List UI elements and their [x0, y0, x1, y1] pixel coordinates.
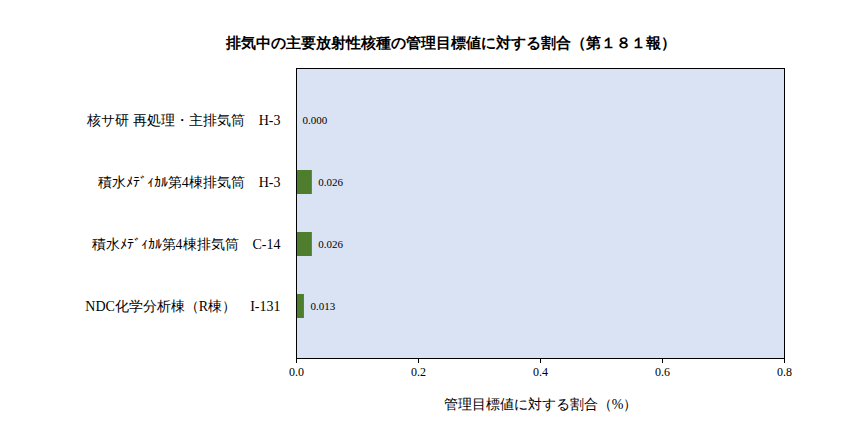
svg-text:NDC化学分析棟（R棟） I-131: NDC化学分析棟（R棟） I-131	[85, 299, 280, 314]
svg-text:0.4: 0.4	[533, 365, 548, 379]
svg-text:0.026: 0.026	[318, 238, 343, 250]
svg-text:積水ﾒﾃﾞｨｶﾙ第4棟排気筒 C-14: 積水ﾒﾃﾞｨｶﾙ第4棟排気筒 C-14	[92, 237, 281, 252]
svg-text:0.026: 0.026	[318, 176, 343, 188]
svg-text:0.0: 0.0	[289, 365, 304, 379]
svg-text:0.000: 0.000	[303, 114, 328, 126]
svg-text:0.013: 0.013	[310, 300, 335, 312]
svg-text:0.2: 0.2	[411, 365, 426, 379]
svg-text:管理目標値に対する割合（%）: 管理目標値に対する割合（%）	[444, 397, 638, 412]
html-text:排気中の主要放射性核種の管理目標値に対する割合（第１８１報）: 排気中の主要放射性核種の管理目標値に対する割合（第１８１報）	[226, 35, 676, 51]
svg-text:積水ﾒﾃﾞｨｶﾙ第4棟排気筒 H-3: 積水ﾒﾃﾞｨｶﾙ第4棟排気筒 H-3	[98, 175, 281, 190]
svg-text:核サ研 再処理・主排気筒 H-3: 核サ研 再処理・主排気筒 H-3	[86, 113, 280, 128]
svg-text:0.8: 0.8	[777, 365, 792, 379]
svg-text:0.6: 0.6	[655, 365, 670, 379]
